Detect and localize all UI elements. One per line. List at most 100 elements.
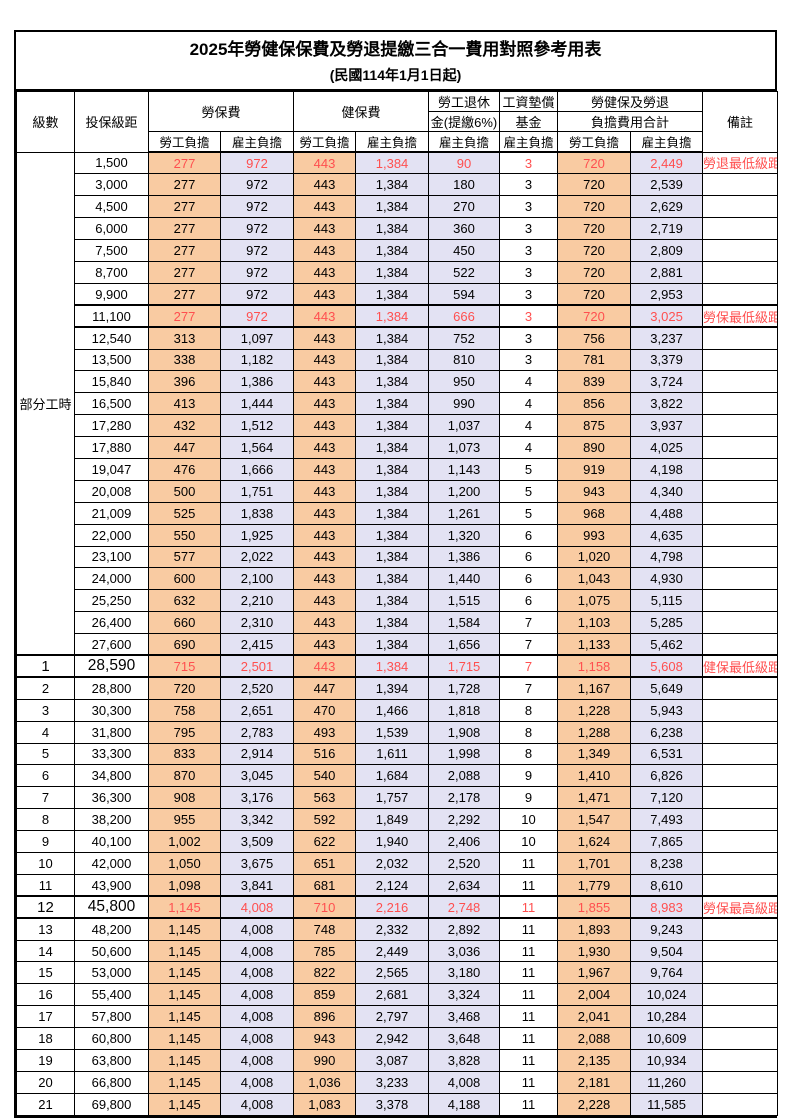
health-employer-cell: 3,087 [355,1049,430,1072]
total-employer-cell: 2,629 [630,195,704,219]
wage-fund-employer-cell: 11 [499,983,559,1007]
labor-employer-cell: 972 [219,282,295,306]
total-employee-cell: 720 [557,195,632,219]
labor-employee-cell: 277 [148,173,221,197]
wage-fund-employer-cell: 11 [499,852,559,875]
labor-employer-cell: 2,783 [219,720,295,744]
pension-employer-cell: 2,406 [428,830,501,853]
salary-bracket-cell: 17,280 [74,414,149,438]
wage-fund-employer-cell: 11 [499,917,559,941]
total-employer-cell: 11,260 [630,1070,704,1094]
labor-employee-cell: 1,145 [148,1005,221,1029]
table-row: 17,880 447 1,564 443 1,384 1,073 4 890 4,025 [17,436,779,459]
labor-employee-cell: 715 [148,654,221,679]
salary-bracket-cell: 69,800 [74,1092,149,1116]
health-employer-cell: 1,384 [355,457,430,481]
health-employer-cell: 1,849 [355,808,430,832]
pension-employer-cell: 1,998 [428,742,501,766]
total-employee-cell: 2,088 [557,1027,632,1051]
pension-employer-cell: 90 [428,151,501,175]
level-cell: 12 [16,895,75,920]
labor-employee-cell: 476 [148,457,221,481]
salary-bracket-cell: 23,100 [74,545,149,569]
health-employee-cell: 443 [293,173,357,197]
col-header-health-insurance: 健保費 [293,91,430,132]
health-employee-cell: 443 [293,523,357,547]
wage-fund-employer-cell: 9 [499,786,559,810]
labor-employee-cell: 338 [148,348,221,372]
remark-cell [702,545,779,569]
salary-bracket-cell: 24,000 [74,567,149,591]
pension-employer-cell: 810 [428,348,501,372]
total-employer-cell: 2,953 [630,282,704,306]
total-employer-cell: 2,881 [630,260,704,284]
health-employee-cell: 443 [293,304,357,329]
total-employee-cell: 756 [557,326,632,350]
wage-fund-employer-cell: 5 [499,479,559,503]
labor-employer-cell: 4,008 [219,1049,295,1072]
health-employee-cell: 443 [293,457,357,481]
col-header-labor-insurance: 勞保費 [147,91,295,132]
table-row: 3 30,300 758 2,651 470 1,466 1,818 8 1,228 5,943 [16,698,779,722]
health-employer-cell: 1,384 [355,304,430,329]
header-row-2: 金(提繳6%) 基金 負擔費用合計 [17,111,778,132]
salary-bracket-cell: 45,800 [74,895,149,920]
salary-bracket-cell: 25,250 [74,589,149,613]
table-row: 2 28,800 720 2,520 447 1,394 1,728 7 1,167 5,649 [16,676,779,700]
total-employer-cell: 6,238 [630,720,704,744]
health-employer-cell: 1,384 [355,260,430,284]
salary-bracket-cell: 4,500 [74,195,149,219]
table-row: 11,100 277 972 443 1,384 666 3 720 3,025 勞保最低級距 [17,304,779,329]
labor-employer-cell: 4,008 [219,1070,295,1094]
total-employer-cell: 4,635 [630,523,704,547]
labor-employee-cell: 277 [148,282,221,306]
labor-employer-cell: 4,008 [219,1005,295,1029]
col-header-pension-line2: 金(提繳6%) [428,111,501,132]
level-cell: 2 [16,676,75,700]
pension-employer-cell: 180 [428,173,501,197]
table-row: 15,840 396 1,386 443 1,384 950 4 839 3,724 [17,370,779,394]
wage-fund-employer-cell: 3 [499,348,559,372]
part-time-label-cell: 部分工時 [16,151,75,656]
salary-bracket-cell: 7,500 [74,239,149,262]
wage-fund-employer-cell: 3 [499,326,559,350]
total-employee-cell: 1,228 [557,698,632,722]
salary-bracket-cell: 12,540 [74,326,149,350]
pension-employer-cell: 270 [428,195,501,219]
total-employee-cell: 875 [557,414,632,438]
subheader-total-employer: 雇主負擔 [630,131,704,153]
table-row: 4,500 277 972 443 1,384 270 3 720 2,629 [17,195,779,219]
wage-fund-employer-cell: 11 [499,939,559,963]
remark-cell [702,260,779,284]
subheader-wage-fund-employer: 雇主負擔 [499,131,559,153]
health-employee-cell: 443 [293,611,357,635]
health-employer-cell: 1,384 [355,370,430,394]
labor-employee-cell: 632 [148,589,221,613]
labor-employee-cell: 550 [148,523,221,547]
labor-employee-cell: 1,145 [148,983,221,1007]
health-employee-cell: 443 [293,326,357,350]
health-employer-cell: 2,797 [355,1005,430,1029]
labor-employee-cell: 955 [148,808,221,832]
total-employer-cell: 5,285 [630,611,704,635]
table-row: 16 55,400 1,145 4,008 859 2,681 3,324 11 2,004 10… [16,983,779,1007]
level-cell: 5 [16,742,75,766]
reference-table-sheet: 2025年勞健保保費及勞退提繳三合一費用對照參考用表 (民國114年1月1日起)… [14,30,779,1118]
salary-bracket-cell: 60,800 [74,1027,149,1051]
pension-employer-cell: 4,188 [428,1092,501,1116]
table-row: 6,000 277 972 443 1,384 360 3 720 2,719 [17,217,779,241]
pension-employer-cell: 1,440 [428,567,501,591]
table-row: 12,540 313 1,097 443 1,384 752 3 756 3,237 [17,326,779,350]
remark-cell [702,808,779,832]
table-row: 7 36,300 908 3,176 563 1,757 2,178 9 1,471 7,120 [16,786,779,810]
table-row: 15 53,000 1,145 4,008 822 2,565 3,180 11 1,967 9,… [16,961,779,985]
level-cell: 18 [16,1027,75,1051]
subheader-pension-employer: 雇主負擔 [428,131,501,153]
labor-employer-cell: 1,386 [219,370,295,394]
total-employer-cell: 9,764 [630,961,704,985]
pension-employer-cell: 3,036 [428,939,501,963]
labor-employee-cell: 277 [148,151,221,175]
total-employer-cell: 4,198 [630,457,704,481]
labor-employer-cell: 4,008 [219,917,295,941]
health-employee-cell: 443 [293,392,357,416]
